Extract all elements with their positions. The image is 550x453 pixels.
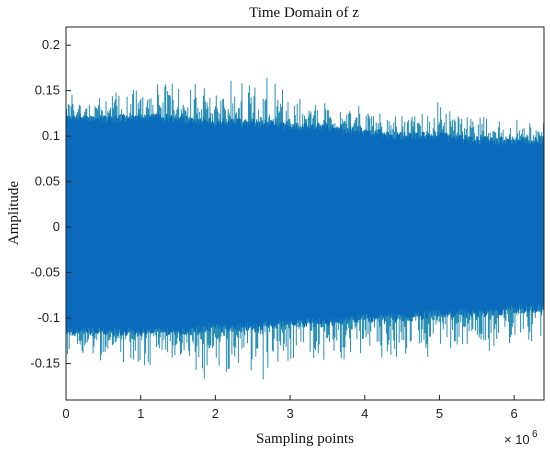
x-axis-ticks: 0 1 2 3 4 5 6 bbox=[62, 395, 518, 421]
x-tick-label: 6 bbox=[511, 406, 518, 421]
x-tick-label: 4 bbox=[361, 406, 368, 421]
x-tick-label: 2 bbox=[212, 406, 219, 421]
plot-area bbox=[65, 77, 545, 380]
signal-band bbox=[65, 113, 545, 337]
y-tick-label: -0.1 bbox=[38, 310, 60, 325]
x-exponent: × 10 6 bbox=[504, 429, 538, 447]
y-tick-label: -0.15 bbox=[30, 356, 60, 371]
y-axis-label: Amplitude bbox=[6, 181, 22, 246]
y-tick-label: 0 bbox=[53, 219, 60, 234]
x-exponent-power: 6 bbox=[532, 429, 538, 440]
x-tick-label: 0 bbox=[62, 406, 69, 421]
x-tick-label: 3 bbox=[286, 406, 293, 421]
x-tick-label: 5 bbox=[436, 406, 443, 421]
y-tick-label: 0.2 bbox=[42, 37, 60, 52]
y-axis-ticks: -0.15 -0.1 -0.05 0 0.05 0.1 0.15 0.2 bbox=[30, 37, 71, 371]
axes-frame bbox=[65, 26, 545, 401]
x-exponent-base: × 10 bbox=[504, 432, 530, 447]
y-tick-label: 0.05 bbox=[35, 174, 60, 189]
x-tick-label: 1 bbox=[137, 406, 144, 421]
y-tick-label: 0.1 bbox=[42, 128, 60, 143]
signal-series bbox=[65, 77, 545, 380]
x-axis-label: Sampling points bbox=[256, 431, 354, 447]
y-tick-label: 0.15 bbox=[35, 83, 60, 98]
chart-title: Time Domain of z bbox=[249, 5, 359, 21]
y-tick-label: -0.05 bbox=[30, 265, 60, 280]
